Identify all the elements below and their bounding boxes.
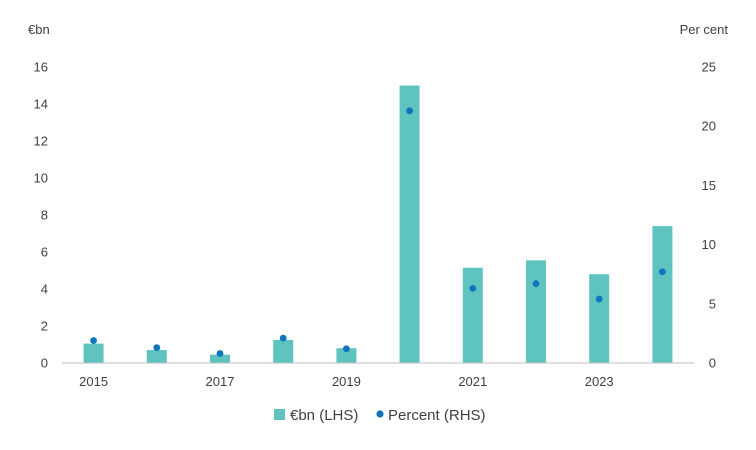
bar	[462, 267, 483, 363]
left-tick-label: 2	[41, 319, 48, 334]
right-tick-label: 0	[709, 356, 716, 371]
bar	[336, 348, 357, 363]
point-series	[90, 107, 666, 357]
right-tick-label: 20	[702, 119, 716, 134]
data-point	[90, 337, 97, 344]
left-tick-label: 12	[34, 134, 48, 149]
left-tick-label: 0	[41, 356, 48, 371]
right-tick-label: 10	[702, 237, 716, 252]
left-tick-label: 16	[34, 60, 48, 75]
bar	[526, 260, 546, 363]
left-axis-unit-label: €bn	[28, 22, 50, 37]
right-axis: 0 5 10 15 20 25	[702, 60, 716, 371]
data-point	[469, 285, 477, 292]
bar	[210, 354, 230, 363]
bar-series	[83, 85, 673, 363]
right-axis-unit-label: Per cent	[680, 22, 729, 37]
left-tick-label: 8	[41, 208, 48, 223]
left-tick-label: 6	[41, 245, 48, 260]
x-tick-label: 2023	[585, 374, 614, 389]
data-point	[279, 334, 287, 342]
bar	[589, 274, 610, 363]
data-point	[343, 345, 350, 353]
x-axis: 2015 2017 2019 2021 2023	[79, 374, 614, 389]
x-tick-label: 2019	[332, 374, 361, 389]
bar	[83, 343, 104, 363]
left-tick-label: 14	[34, 97, 48, 112]
data-point	[532, 280, 540, 288]
legend-point-swatch	[376, 410, 384, 418]
legend-point-label: Percent (RHS)	[388, 407, 486, 424]
bar	[399, 85, 420, 363]
data-point	[406, 107, 413, 115]
bar	[273, 339, 294, 363]
left-tick-label: 4	[41, 282, 48, 297]
data-point	[595, 295, 603, 303]
bar	[146, 350, 167, 363]
left-axis: 0 2 4 6 8 10 12 14 16	[34, 60, 48, 371]
right-tick-label: 25	[702, 60, 716, 75]
bar	[652, 226, 673, 363]
legend-bar-label: €bn (LHS)	[290, 407, 358, 424]
data-point	[216, 350, 224, 357]
left-tick-label: 10	[34, 171, 48, 186]
right-tick-label: 5	[709, 296, 716, 311]
legend: €bn (LHS) Percent (RHS)	[274, 407, 486, 424]
x-tick-label: 2021	[458, 374, 487, 389]
x-tick-label: 2017	[206, 374, 235, 389]
data-point	[153, 344, 161, 352]
x-tick-label: 2015	[79, 374, 108, 389]
data-point	[659, 268, 666, 276]
legend-bar-swatch	[274, 409, 285, 420]
right-tick-label: 15	[702, 178, 716, 193]
